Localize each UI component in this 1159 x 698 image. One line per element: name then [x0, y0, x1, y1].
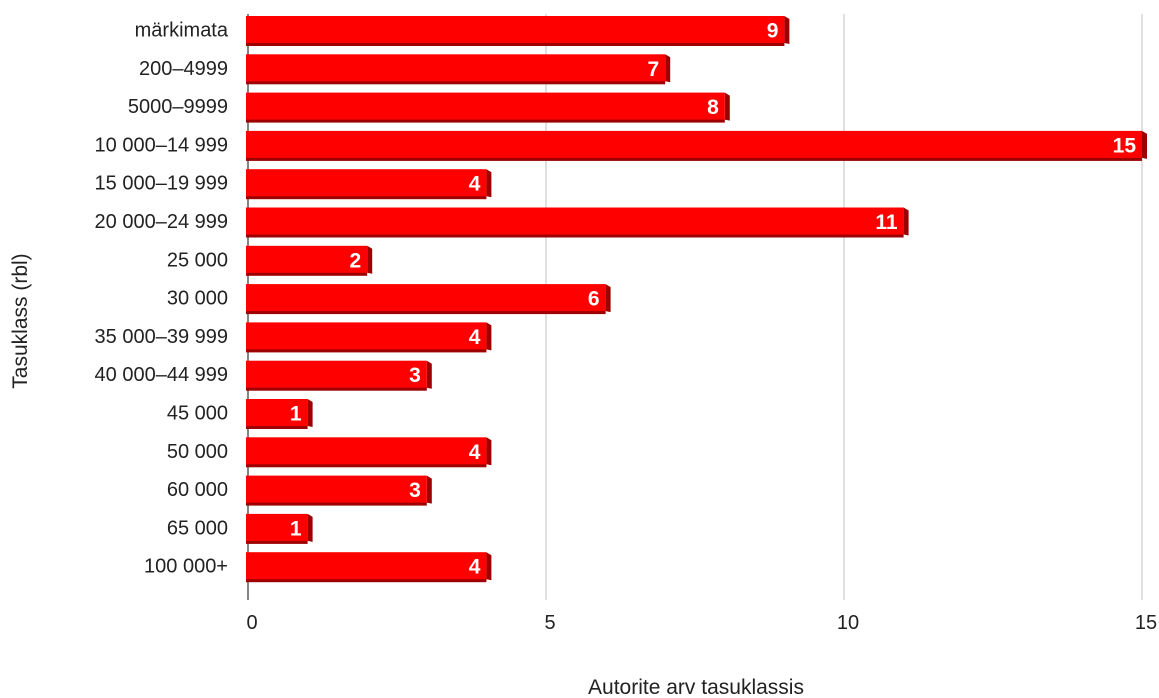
bar-bottom-shade — [246, 501, 427, 506]
y-tick-label: 35 000–39 999 — [95, 326, 228, 348]
bar: 4 — [246, 169, 492, 200]
bar: 4 — [246, 437, 492, 468]
bar-bottom-shade — [246, 118, 725, 123]
bar: 2 — [246, 245, 373, 276]
data-label: 6 — [588, 288, 600, 311]
bar-face — [246, 245, 368, 273]
bar-face — [246, 475, 427, 503]
bar-face — [246, 54, 666, 82]
data-label: 3 — [409, 364, 421, 387]
bar-face — [246, 360, 427, 388]
x-tick-label: 0 — [246, 612, 257, 634]
bar-face — [246, 284, 606, 312]
bar-bottom-shade — [246, 348, 487, 353]
bar-bottom-shade — [246, 80, 666, 85]
bar: 8 — [246, 92, 730, 123]
data-label: 8 — [707, 96, 719, 119]
bar: 9 — [246, 16, 790, 46]
data-label: 3 — [409, 479, 421, 502]
bar-bottom-shade — [246, 425, 308, 429]
bar-face — [246, 16, 785, 43]
y-tick-label: märkimata — [135, 20, 229, 42]
y-axis-title: Tasuklass (rbl) — [9, 253, 32, 388]
bar-bottom-shade — [246, 271, 368, 276]
bar-bottom-shade — [246, 195, 487, 200]
y-tick-labels: märkimata 200–4999 5000–9999 10 000–14 999 1… — [95, 20, 229, 578]
bar-face — [246, 399, 308, 426]
bar-bottom-shade — [246, 578, 487, 583]
y-tick-label: 15 000–19 999 — [95, 173, 228, 195]
bar: 1 — [246, 399, 313, 429]
bar-face — [246, 552, 487, 580]
bar: 15 — [246, 130, 1147, 161]
data-label: 1 — [290, 517, 302, 540]
bar-face — [246, 169, 487, 197]
bar: 3 — [246, 475, 432, 506]
bar-bottom-shade — [246, 539, 308, 544]
bar-bottom-shade — [246, 386, 427, 391]
bar-face — [246, 322, 487, 350]
bar-bottom-shade — [246, 233, 904, 238]
y-tick-label: 200–4999 — [139, 58, 228, 80]
data-label: 4 — [469, 326, 481, 349]
bar-face — [246, 513, 308, 541]
data-label: 2 — [350, 249, 362, 272]
y-tick-label: 100 000+ — [144, 556, 228, 578]
x-tick-label: 5 — [544, 612, 555, 634]
x-axis-title: Autorite arv tasuklassis — [588, 676, 804, 698]
bar-bottom-shade — [246, 463, 487, 468]
y-tick-label: 30 000 — [167, 288, 228, 310]
y-tick-label: 5000–9999 — [128, 96, 228, 118]
bar-face — [246, 130, 1142, 158]
data-label: 9 — [767, 20, 779, 43]
y-tick-label: 45 000 — [167, 403, 228, 425]
data-label: 7 — [648, 58, 660, 81]
x-tick-label: 10 — [837, 612, 859, 634]
bar: 4 — [246, 322, 492, 353]
data-label: 4 — [469, 173, 481, 196]
bar: 1 — [246, 513, 313, 544]
bar: 4 — [246, 552, 492, 583]
bar: 6 — [246, 284, 611, 315]
x-tick-labels: 0 5 10 15 — [246, 612, 1157, 634]
bars: 9 7 8 15 4 11 2 6 4 3 1 4 3 1 4 — [246, 16, 1147, 583]
y-tick-label: 25 000 — [167, 249, 228, 271]
bar-bottom-shade — [246, 310, 606, 315]
y-tick-label: 10 000–14 999 — [95, 134, 228, 156]
data-label: 4 — [469, 441, 481, 464]
y-tick-label: 50 000 — [167, 441, 228, 463]
bar: 11 — [246, 207, 909, 238]
data-label: 11 — [875, 211, 898, 234]
data-label: 4 — [469, 556, 481, 579]
bar: 7 — [246, 54, 671, 85]
data-label: 1 — [290, 403, 302, 426]
bar: 3 — [246, 360, 432, 391]
bar-face — [246, 92, 725, 120]
bar-face — [246, 207, 904, 235]
bar-face — [246, 437, 487, 465]
bar-bottom-shade — [246, 156, 1142, 161]
y-tick-label: 20 000–24 999 — [95, 211, 228, 233]
x-tick-label: 15 — [1135, 612, 1157, 634]
y-tick-label: 40 000–44 999 — [95, 364, 228, 386]
bar-bottom-shade — [246, 42, 785, 46]
y-tick-label: 60 000 — [167, 479, 228, 501]
data-label: 15 — [1113, 134, 1137, 157]
y-tick-label: 65 000 — [167, 517, 228, 539]
